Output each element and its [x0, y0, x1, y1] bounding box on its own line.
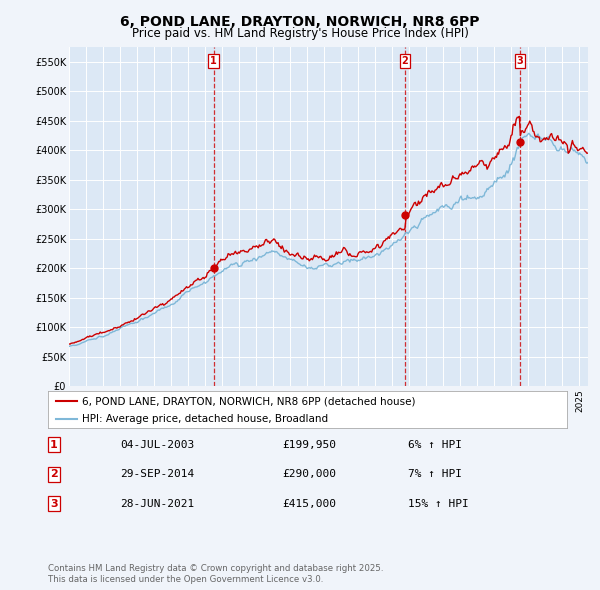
Text: 2: 2	[50, 470, 58, 479]
Text: Contains HM Land Registry data © Crown copyright and database right 2025.: Contains HM Land Registry data © Crown c…	[48, 565, 383, 573]
Text: 1: 1	[50, 440, 58, 450]
Text: 7% ↑ HPI: 7% ↑ HPI	[408, 470, 462, 479]
Text: 04-JUL-2003: 04-JUL-2003	[120, 440, 194, 450]
Text: 6, POND LANE, DRAYTON, NORWICH, NR8 6PP (detached house): 6, POND LANE, DRAYTON, NORWICH, NR8 6PP …	[82, 396, 415, 407]
Text: 3: 3	[517, 55, 523, 65]
Text: 2: 2	[401, 55, 409, 65]
Text: 15% ↑ HPI: 15% ↑ HPI	[408, 499, 469, 509]
Text: 6, POND LANE, DRAYTON, NORWICH, NR8 6PP: 6, POND LANE, DRAYTON, NORWICH, NR8 6PP	[120, 15, 480, 29]
Text: 28-JUN-2021: 28-JUN-2021	[120, 499, 194, 509]
Text: 3: 3	[50, 499, 58, 509]
Text: This data is licensed under the Open Government Licence v3.0.: This data is licensed under the Open Gov…	[48, 575, 323, 584]
Text: £415,000: £415,000	[282, 499, 336, 509]
Text: 29-SEP-2014: 29-SEP-2014	[120, 470, 194, 479]
Text: 1: 1	[210, 55, 217, 65]
Text: Price paid vs. HM Land Registry's House Price Index (HPI): Price paid vs. HM Land Registry's House …	[131, 27, 469, 40]
Text: HPI: Average price, detached house, Broadland: HPI: Average price, detached house, Broa…	[82, 414, 328, 424]
Text: £199,950: £199,950	[282, 440, 336, 450]
Text: 6% ↑ HPI: 6% ↑ HPI	[408, 440, 462, 450]
Text: £290,000: £290,000	[282, 470, 336, 479]
